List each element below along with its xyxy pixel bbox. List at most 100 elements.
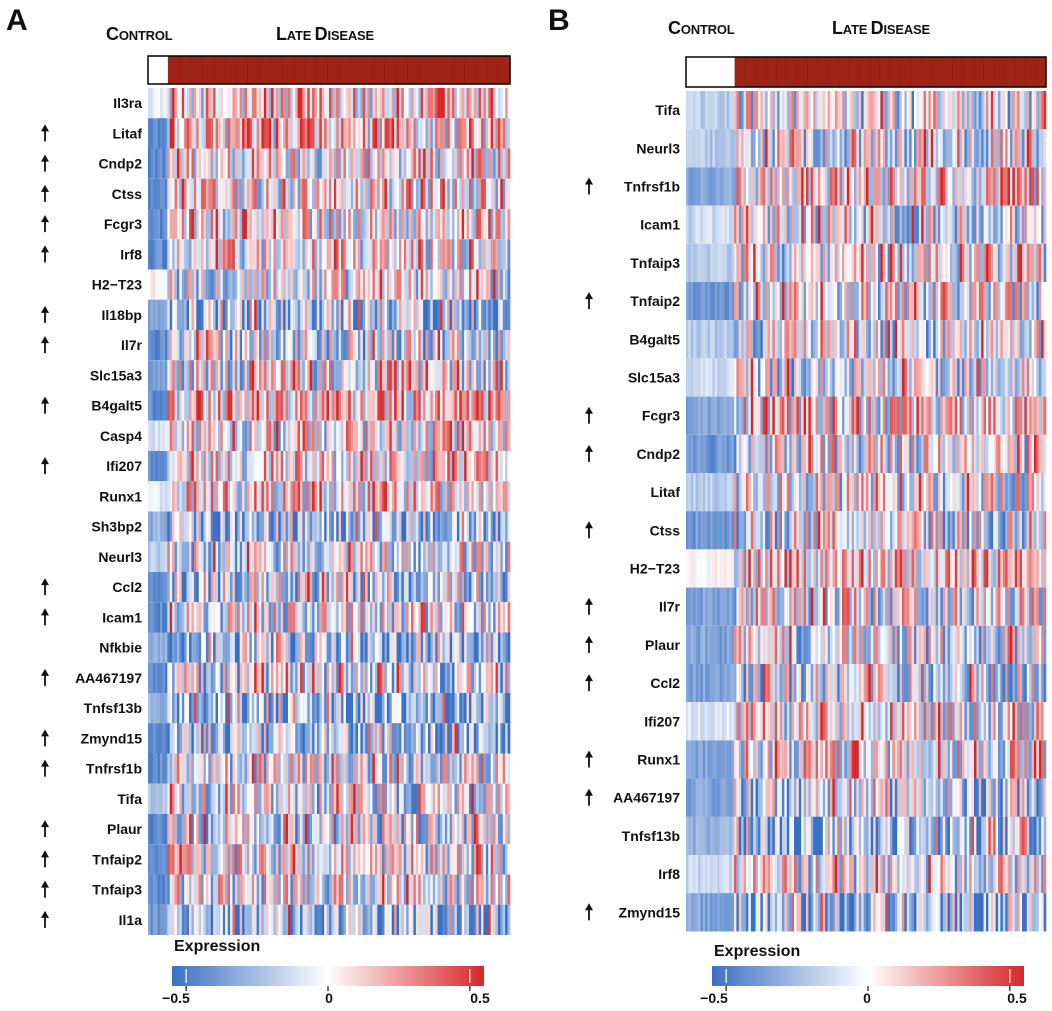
heatmap-cell — [461, 299, 465, 330]
heatmap-cell — [791, 129, 795, 168]
heatmap-cell — [205, 541, 209, 572]
heatmap-cell — [244, 632, 248, 663]
heatmap-cell — [268, 904, 272, 935]
heatmap-cell — [473, 632, 477, 663]
heatmap-cell — [497, 662, 501, 693]
heatmap-cell — [452, 178, 455, 209]
heatmap-cell — [425, 269, 429, 300]
heatmap-cell — [734, 167, 737, 206]
heatmap-cell — [355, 814, 359, 845]
heatmap-cell — [348, 330, 352, 361]
heatmap-cell — [285, 148, 289, 179]
heatmap-cell — [384, 360, 388, 391]
heatmap-cell — [497, 269, 501, 300]
heatmap-cell — [466, 118, 470, 149]
heatmap-cell — [444, 239, 448, 270]
heatmap-cell — [398, 209, 402, 240]
heatmap-cell — [899, 91, 903, 130]
heatmap-cell — [329, 239, 332, 270]
heatmap-cell — [244, 239, 248, 270]
heatmap-cell — [285, 360, 289, 391]
panel-a-letter: A — [6, 4, 28, 37]
heatmap-cell — [471, 481, 475, 512]
heatmap-cell — [160, 783, 163, 814]
heatmap-cell — [921, 91, 924, 130]
heatmap-cell — [179, 541, 183, 572]
heatmap-cell — [391, 541, 395, 572]
heatmap-cell — [423, 632, 426, 663]
heatmap-cell — [193, 118, 197, 149]
heatmap-cell — [169, 572, 173, 603]
heatmap-cell — [181, 511, 185, 542]
heatmap-cell — [193, 330, 197, 361]
heatmap-cell — [220, 239, 224, 270]
heatmap-cell — [425, 541, 429, 572]
heatmap-cell — [179, 481, 183, 512]
heatmap-cell — [476, 844, 479, 875]
heatmap-cell — [485, 814, 489, 845]
heatmap-cell — [174, 360, 178, 391]
heatmap-cell — [384, 148, 388, 179]
heatmap-cell — [148, 451, 151, 482]
heatmap-cell — [155, 239, 158, 270]
heatmap-cell — [164, 541, 168, 572]
heatmap-cell — [449, 723, 453, 754]
heatmap-cell — [478, 481, 482, 512]
heatmap-cell — [225, 481, 228, 512]
heatmap-cell — [271, 693, 274, 724]
heatmap-cell — [249, 511, 253, 542]
heatmap-cell — [488, 511, 491, 542]
heatmap-cell — [217, 88, 221, 119]
heatmap-cell — [234, 541, 238, 572]
heatmap-cell — [386, 178, 390, 209]
heatmap-cell — [348, 269, 352, 300]
heatmap-cell — [904, 91, 908, 130]
heatmap-cell — [242, 481, 245, 512]
heatmap-cell — [478, 209, 482, 240]
heatmap-cell — [164, 390, 168, 421]
heatmap-cell — [415, 451, 419, 482]
heatmap-cell — [505, 602, 508, 633]
heatmap-cell — [447, 753, 450, 784]
heatmap-cell — [918, 205, 922, 244]
heatmap-cell — [222, 148, 226, 179]
heatmap-cell — [468, 420, 472, 451]
heatmap-cell — [292, 148, 296, 179]
heatmap-cell — [488, 541, 491, 572]
heatmap-cell — [425, 572, 429, 603]
heatmap-cell — [454, 178, 458, 209]
heatmap-cell — [297, 814, 301, 845]
heatmap-cell — [391, 874, 395, 905]
heatmap-cell — [189, 693, 192, 724]
heatmap-cell — [256, 481, 260, 512]
heatmap-cell — [473, 239, 477, 270]
heatmap-cell — [476, 541, 479, 572]
heatmap-cell — [167, 360, 171, 391]
heatmap-cell — [408, 330, 412, 361]
heatmap-cell — [357, 299, 361, 330]
heatmap-cell — [157, 299, 161, 330]
heatmap-cell — [355, 269, 359, 300]
heatmap-cell — [239, 723, 243, 754]
heatmap-cell — [196, 693, 199, 724]
heatmap-cell — [398, 360, 402, 391]
heatmap-cell — [333, 783, 337, 814]
heatmap-cell — [435, 783, 438, 814]
heatmap-cell — [160, 118, 163, 149]
heatmap-cell — [372, 511, 376, 542]
heatmap-cell — [285, 511, 289, 542]
heatmap-cell — [940, 91, 944, 130]
heatmap-cell — [468, 723, 472, 754]
heatmap-cell — [449, 390, 453, 421]
heatmap-cell — [481, 360, 484, 391]
heatmap-cell — [906, 91, 910, 130]
heatmap-cell — [164, 753, 168, 784]
heatmap-cell — [309, 874, 313, 905]
heatmap-cell — [394, 693, 397, 724]
heatmap-cell — [483, 481, 487, 512]
heatmap-cell — [435, 420, 438, 451]
heatmap-cell — [890, 91, 893, 130]
heatmap-cell — [341, 904, 344, 935]
heatmap-cell — [232, 783, 236, 814]
heatmap-cell — [444, 723, 448, 754]
